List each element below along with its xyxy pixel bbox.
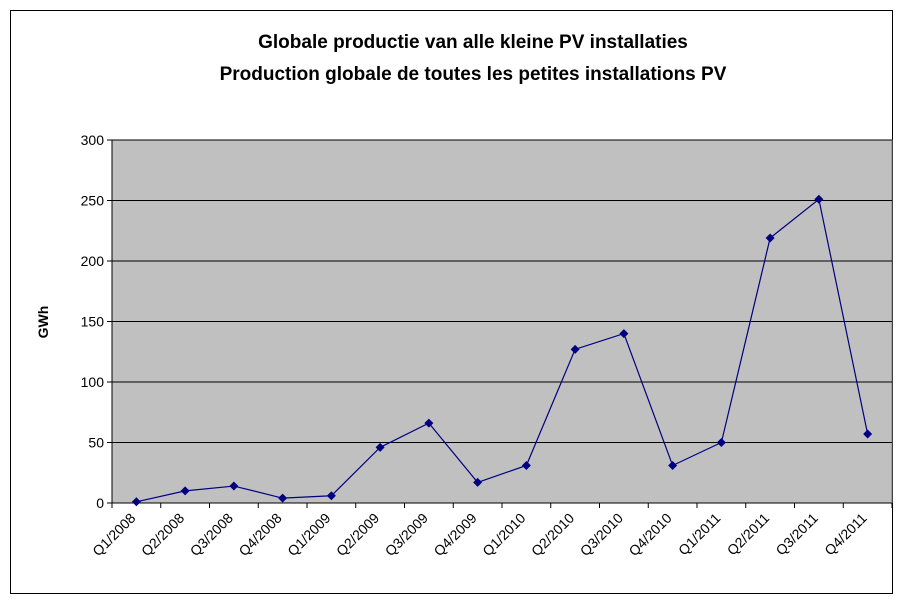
data-point [863,429,873,439]
data-point [375,442,385,452]
data-point [424,418,434,428]
data-point [521,460,531,470]
y-tick-label: 250 [81,193,105,209]
y-tick-label: 0 [96,495,104,511]
data-point [278,493,288,503]
y-tick-label: 50 [88,435,104,451]
data-point [229,481,239,491]
data-point [180,486,190,496]
data-point [765,233,775,243]
data-point [326,491,336,501]
y-tick-label: 200 [81,253,105,269]
data-point [668,460,678,470]
data-point [131,497,141,507]
chart-title: Globale productie van alle kleine PV ins… [258,32,688,53]
y-axis-label: GWh [35,306,51,339]
data-point [473,477,483,487]
y-tick-label: 300 [81,132,105,148]
y-tick-label: 150 [81,314,105,330]
y-tick-label: 100 [81,374,105,390]
data-point [619,329,629,339]
chart-title: Production globale de toutes les petites… [220,64,727,85]
data-point [716,438,726,447]
data-point [570,344,580,354]
data-point [814,194,824,204]
data-line [136,198,869,503]
